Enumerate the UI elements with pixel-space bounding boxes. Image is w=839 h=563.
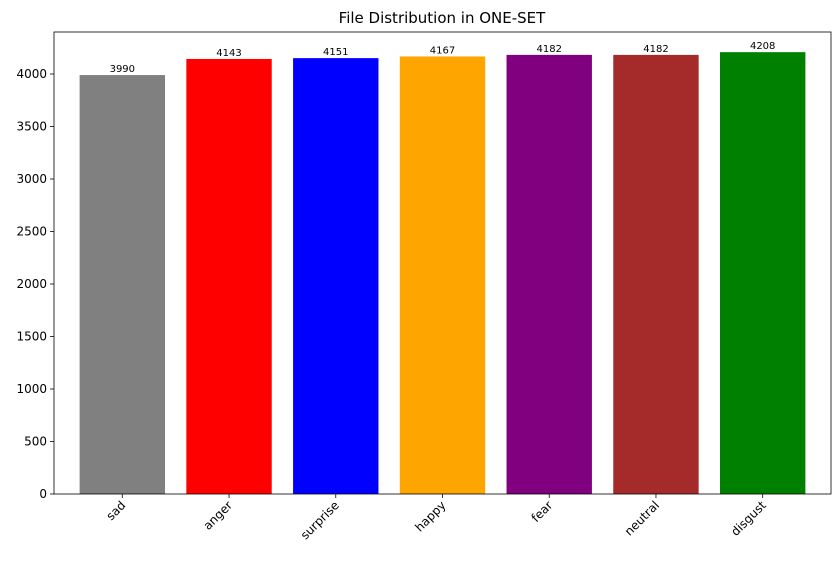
y-tick-label: 1500	[16, 330, 47, 344]
y-tick-label: 3500	[16, 120, 47, 134]
x-tick-label-anger: anger	[201, 498, 236, 533]
x-tick-label-sad: sad	[104, 498, 129, 523]
data-label-happy: 4167	[430, 45, 455, 56]
y-tick-label: 4000	[16, 67, 47, 81]
y-tick-label: 3000	[16, 172, 47, 186]
bar-happy	[399, 56, 486, 495]
data-label-neutral: 4182	[643, 44, 668, 55]
bar-fear	[506, 54, 592, 494]
x-tick-label-fear: fear	[529, 498, 556, 525]
bar-anger	[186, 58, 272, 495]
y-tick-label: 1000	[16, 382, 47, 396]
x-tick-label-surprise: surprise	[298, 498, 342, 542]
data-label-anger: 4143	[216, 48, 241, 59]
y-tick-label: 500	[24, 435, 47, 449]
y-tick-label: 2500	[16, 225, 47, 239]
data-label-disgust: 4208	[750, 41, 775, 52]
data-label-surprise: 4151	[323, 47, 348, 58]
chart-title: File Distribution in ONE-SET	[339, 9, 547, 27]
axes-frame	[53, 31, 832, 495]
bar-surprise	[293, 58, 379, 495]
bar-disgust	[720, 52, 806, 494]
bar-sad	[79, 75, 165, 495]
x-tick-label-happy: happy	[412, 498, 448, 534]
x-tick-label-disgust: disgust	[728, 498, 769, 539]
y-tick-label: 2000	[16, 277, 47, 291]
x-tick-label-neutral: neutral	[622, 498, 662, 538]
y-tick-label: 0	[39, 487, 47, 501]
data-label-fear: 4182	[537, 44, 562, 55]
bar-neutral	[613, 54, 699, 494]
plot-area: 3990 sad 4143 anger 4151 surprise 4167 happy 418…	[16, 31, 832, 542]
data-label-sad: 3990	[110, 64, 135, 75]
